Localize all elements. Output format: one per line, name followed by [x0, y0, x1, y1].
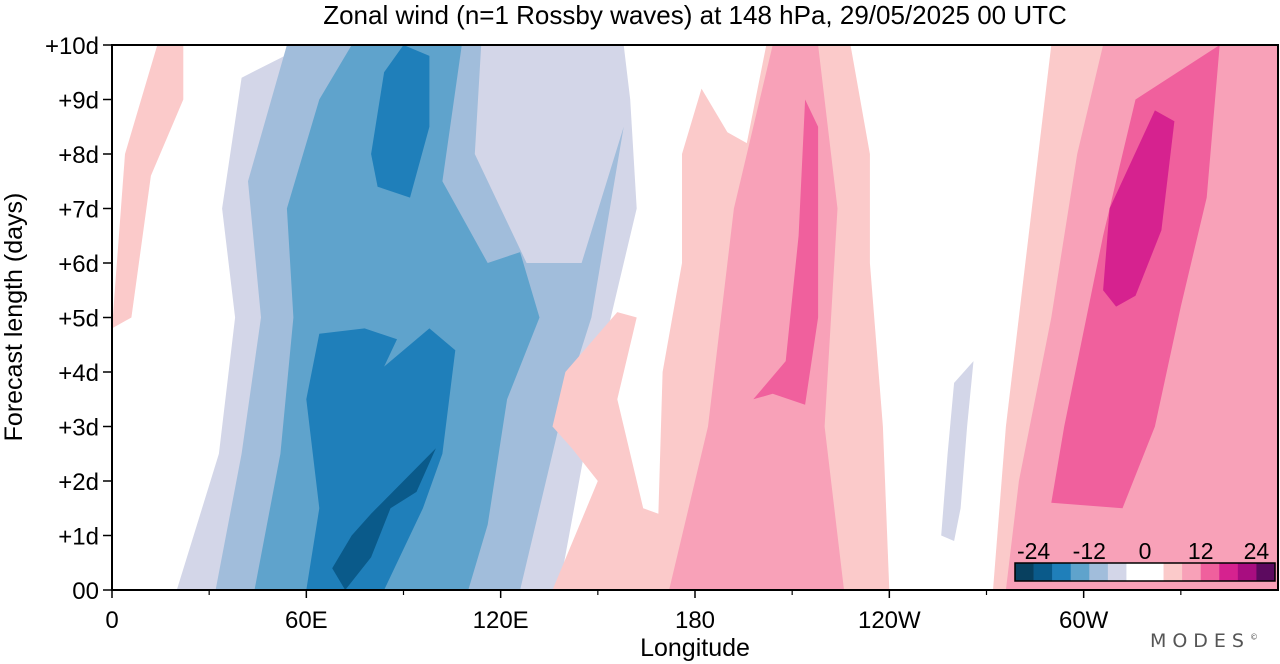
y-tick-label: +7d	[58, 197, 99, 224]
y-tick-label: +8d	[58, 142, 99, 169]
x-tick-label: 60W	[1059, 607, 1109, 634]
colorbar-label: 12	[1188, 538, 1214, 564]
contour-region-neg20-5	[332, 448, 436, 590]
colorbar-label: 24	[1244, 538, 1270, 564]
x-tick-label: 60E	[285, 607, 328, 634]
x-tick-label: 120W	[858, 607, 921, 634]
colorbar-frame	[1014, 562, 1276, 582]
x-tick-label: 120E	[473, 607, 529, 634]
chart-title: Zonal wind (n=1 Rossby waves) at 148 hPa…	[323, 0, 1067, 30]
brand-mark: ©	[1250, 632, 1258, 642]
contour-region-neg16-3	[306, 328, 456, 590]
colorbar-swatch	[1163, 563, 1183, 581]
y-tick-label: +3d	[58, 415, 99, 442]
y-tick-label: +5d	[58, 306, 99, 333]
contour-region-neg4-10	[941, 361, 974, 541]
colorbar-swatch	[1182, 563, 1202, 581]
contour-region-pos8-11	[669, 45, 844, 590]
colorbar-swatch	[1033, 563, 1053, 581]
colorbar-swatch	[1145, 563, 1164, 581]
y-tick-label: +1d	[58, 524, 99, 551]
colorbar-swatch	[1089, 563, 1109, 581]
y-tick-label: 00	[72, 578, 99, 605]
x-tick-label: 0	[105, 607, 118, 634]
colorbar-swatch	[1256, 563, 1276, 581]
colorbar-swatch	[1015, 563, 1034, 581]
contour-region-neg16-4	[371, 45, 430, 198]
x-axis: 0 60E 120E 180 120W 60W	[105, 590, 1182, 634]
contour-layer	[112, 45, 1278, 590]
contour-region-pos4-6	[112, 45, 184, 329]
colorbar-swatch	[1126, 563, 1146, 581]
y-axis: 00 +1d +2d +3d +4d +5d +6d +7d +8d +9d +10d	[45, 33, 112, 605]
contour-region-pos16-15	[1103, 110, 1175, 307]
x-tick-label: 180	[675, 607, 715, 634]
colorbar-label: 0	[1139, 538, 1152, 564]
y-tick-label: +4d	[58, 360, 99, 387]
colorbar-swatch	[1237, 563, 1257, 581]
y-tick-label: +6d	[58, 251, 99, 278]
x-axis-label: Longitude	[640, 634, 750, 662]
contour-region-pos4-7	[552, 312, 747, 590]
modes-logo: MODES©	[1150, 630, 1258, 652]
colorbar-label: -12	[1073, 538, 1106, 564]
colorbar-swatch	[1070, 563, 1090, 581]
colorbar-swatch	[1200, 563, 1220, 581]
y-tick-label: +10d	[45, 33, 99, 60]
colorbar-label: -24	[1017, 538, 1050, 564]
colorbar-swatch	[1107, 563, 1127, 581]
colorbar-legend: -24 -12 0 12 24	[1014, 538, 1276, 582]
colorbar-swatch	[1052, 563, 1072, 581]
y-axis-label: Forecast length (days)	[0, 193, 28, 442]
y-tick-label: +9d	[58, 88, 99, 115]
y-tick-label: +2d	[58, 469, 99, 496]
colorbar-swatch	[1219, 563, 1239, 581]
brand-name: MODES	[1149, 630, 1250, 652]
contour-region-pos12-13	[753, 99, 819, 405]
